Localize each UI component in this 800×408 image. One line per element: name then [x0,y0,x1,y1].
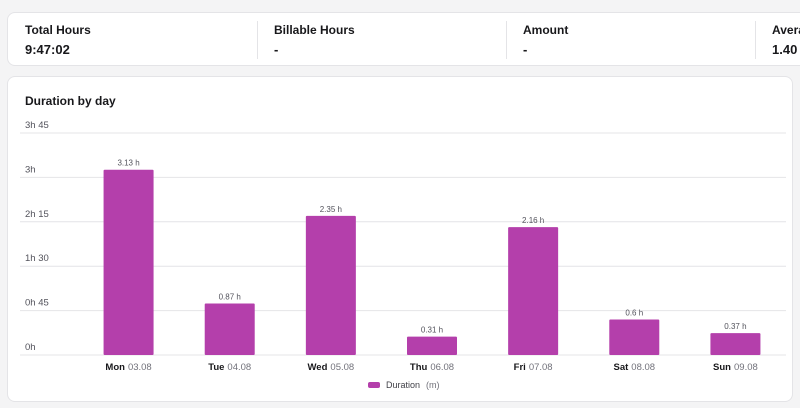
stat-billable-hours: Billable Hours - [257,13,506,67]
x-tick-label: Fri 07.08 [514,362,553,373]
data-label: 0.87 h [219,292,241,301]
legend-unit: (m) [426,380,440,390]
data-label: 0.37 h [724,322,746,331]
x-tick-day: Mon [105,362,125,373]
stat-value: 9:47:02 [25,42,70,57]
data-label: 2.35 h [320,205,342,214]
x-tick-date: 07.08 [529,362,553,373]
y-tick-label: 0h 45 [25,298,49,309]
x-tick-day: Sun [713,362,731,373]
x-tick-date: 08.08 [631,362,655,373]
x-tick-day: Thu [410,362,428,373]
x-tick-day: Tue [208,362,224,373]
y-tick-label: 0h [25,342,36,353]
stat-label: Total Hours [25,23,91,37]
stat-label: Billable Hours [274,23,355,37]
stat-value: 1.40 [772,42,798,57]
bar-duration-sat[interactable] [609,319,660,355]
legend-swatch [368,382,380,388]
stat-label: Avera [772,23,800,37]
y-tick-label: 3h 45 [25,120,49,131]
stat-value: - [274,42,279,57]
x-tick-date: 06.08 [430,362,454,373]
data-label: 3.13 h [117,159,139,168]
duration-chart-card: Duration by day 0h 0h 45 1h 30 2h 15 3h 3h 45… [7,76,793,402]
x-tick-day: Wed [308,362,328,373]
y-tick-label: 1h 30 [25,253,49,264]
x-tick-date: 03.08 [128,362,152,373]
summary-stats-card: Total Hours 9:47:02 Billable Hours - Amo… [7,12,800,66]
stat-average: Avera 1.40 [755,13,800,67]
y-tick-label: 3h [25,164,36,175]
stat-value: - [523,42,528,57]
stat-total-hours: Total Hours 9:47:02 [8,13,257,67]
bar-duration-fri[interactable] [508,227,559,355]
chart-title: Duration by day [25,94,116,108]
chart-legend[interactable]: Duration (m) [368,380,440,390]
x-tick-label: Thu 06.08 [410,362,454,373]
bar-duration-mon[interactable] [103,169,154,355]
duration-bar-chart: 0h 0h 45 1h 30 2h 15 3h 3h 45 3.13 h Mon 03.08 0.… [20,120,786,373]
x-tick-date: 05.08 [330,362,354,373]
x-tick-day: Sat [613,362,629,373]
stat-divider [506,21,507,59]
stat-divider [755,21,756,59]
data-label: 0.6 h [625,308,643,317]
x-tick-label: Sun 09.08 [713,362,758,373]
data-label: 0.31 h [421,326,443,335]
x-tick-day: Fri [514,362,526,373]
legend-label: Duration [386,380,421,390]
stat-label: Amount [523,23,569,37]
x-tick-date: 04.08 [227,362,251,373]
x-tick-date: 09.08 [734,362,758,373]
x-tick-label: Sat 08.08 [613,362,655,373]
data-label: 2.16 h [522,216,544,225]
stat-amount: Amount - [506,13,755,67]
y-tick-label: 2h 15 [25,209,49,220]
stat-divider [257,21,258,59]
bar-duration-wed[interactable] [305,215,356,355]
x-tick-label: Wed 05.08 [308,362,355,373]
x-tick-label: Tue 04.08 [208,362,251,373]
bar-duration-sun[interactable] [710,333,761,355]
bar-duration-thu[interactable] [407,336,457,355]
bar-duration-tue[interactable] [204,303,255,355]
x-tick-label: Mon 03.08 [105,362,151,373]
